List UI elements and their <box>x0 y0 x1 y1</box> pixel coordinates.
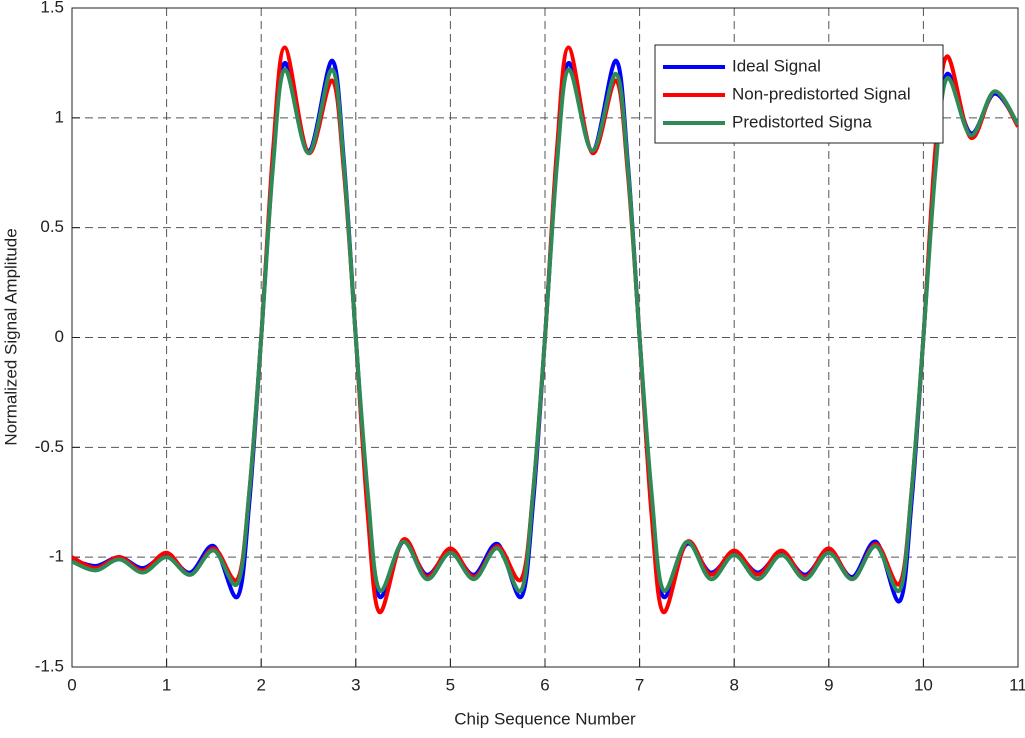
x-tick-label: 2 <box>256 675 265 694</box>
legend-label: Predistorted Signa <box>732 112 872 131</box>
legend-label: Non-predistorted Signal <box>732 84 911 103</box>
y-axis-label: Normalized Signal Amplitude <box>1 228 20 445</box>
x-tick-label: 0 <box>67 675 76 694</box>
y-tick-label: -1.5 <box>35 656 64 675</box>
legend-label: Ideal Signal <box>732 56 821 75</box>
x-tick-label: 3 <box>351 675 360 694</box>
x-tick-label: 7 <box>635 675 644 694</box>
x-tick-label: 6 <box>540 675 549 694</box>
x-tick-label: 5 <box>446 675 455 694</box>
axes-box <box>71 7 1019 668</box>
y-tick-label: 1.5 <box>40 0 64 16</box>
x-tick-label: 10 <box>914 675 933 694</box>
y-tick-label: 0 <box>55 327 64 346</box>
x-axis-label: Chip Sequence Number <box>454 709 636 728</box>
x-tick-label: 9 <box>824 675 833 694</box>
y-tick-label: 0.5 <box>40 217 64 236</box>
x-tick-label: 1 <box>162 675 171 694</box>
y-tick-label: -1 <box>49 547 64 566</box>
y-tick-label: -0.5 <box>35 437 64 456</box>
series-line <box>72 67 1018 594</box>
legend-box <box>654 44 944 144</box>
x-tick-label: 8 <box>729 675 738 694</box>
y-tick-label: 1 <box>55 107 64 126</box>
x-tick-label: 11 <box>1009 675 1025 694</box>
